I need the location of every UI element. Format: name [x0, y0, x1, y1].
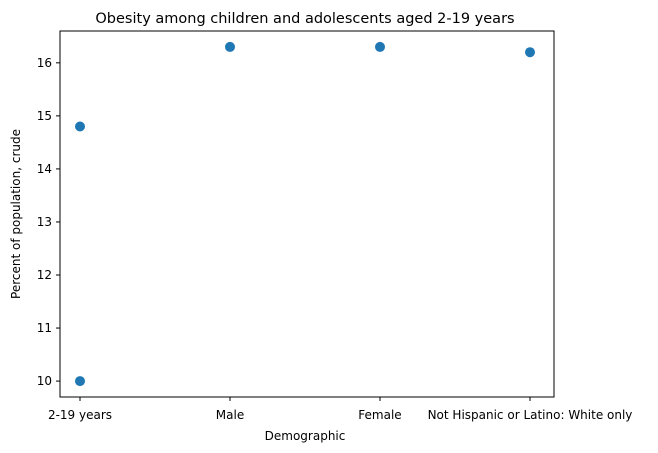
plot-area: [59, 30, 555, 398]
scatter-point: [225, 41, 235, 52]
y-axis-label: Percent of population, crude: [9, 129, 23, 299]
y-tick-label: 15: [37, 109, 52, 123]
scatter-point: [75, 376, 85, 387]
y-tick-label: 16: [37, 56, 52, 70]
scatter-point: [375, 41, 385, 52]
scatter-points: [75, 41, 535, 387]
scatter-point: [75, 121, 85, 132]
x-tick-label: 2-19 years: [48, 408, 112, 422]
y-tick-label: 11: [37, 321, 52, 335]
chart-title: Obesity among children and adolescents a…: [95, 11, 514, 27]
y-tick-label: 10: [37, 374, 52, 388]
scatter-point: [525, 47, 535, 58]
x-axis-label: Demographic: [265, 429, 346, 443]
y-tick-label: 14: [37, 162, 52, 176]
x-axis-ticks: 2-19 years Male Female Not Hispanic or Lati…: [48, 397, 632, 422]
x-tick-label: Female: [358, 408, 401, 422]
y-tick-label: 13: [37, 215, 52, 229]
y-axis-ticks: 10 11 12 13 14 15 16: [37, 56, 60, 388]
y-tick-label: 12: [37, 268, 52, 282]
x-tick-label: Not Hispanic or Latino: White only: [428, 408, 633, 422]
x-tick-label: Male: [216, 408, 244, 422]
